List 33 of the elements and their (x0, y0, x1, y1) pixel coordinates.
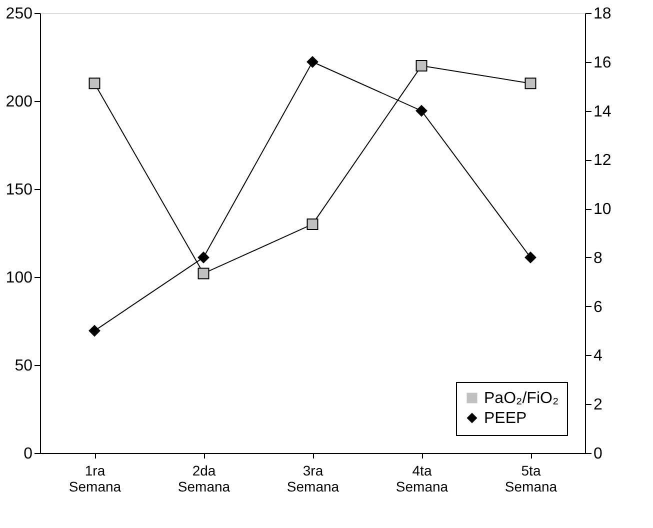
y-tick-label: 150 (6, 182, 33, 198)
y2-tick-label: 6 (594, 298, 602, 316)
point (198, 252, 210, 264)
point (524, 252, 536, 264)
y2-tick-label: 0 (594, 446, 602, 462)
y-tick-label: 100 (6, 270, 33, 286)
x-tick-label: 2da Semana (178, 462, 230, 494)
y-tick-label: 200 (6, 94, 33, 110)
legend-label: PaO₂/FiO₂ (484, 390, 559, 407)
x-tick-label: 5ta Semana (504, 462, 558, 494)
y2-tick-label: 18 (594, 6, 612, 22)
y2-tick-label: 8 (594, 250, 602, 267)
y2-tick-label: 16 (594, 54, 612, 72)
y2-tick-label: 10 (594, 201, 612, 218)
point (88, 325, 100, 337)
x-tick-label: 4ta Semana (396, 462, 448, 494)
point (416, 105, 428, 117)
y2-tick-label: 2 (594, 396, 602, 414)
legend-label: PEEP (484, 410, 527, 427)
y-tick-label: 250 (6, 6, 33, 22)
y2-tick-label: 4 (594, 348, 602, 365)
x-tick-label: 1ra Semana (68, 462, 122, 494)
point (306, 56, 318, 68)
y2-tick-label: 14 (594, 103, 612, 120)
y-tick-label: 0 (24, 446, 33, 462)
y2-tick-label: 12 (594, 152, 612, 170)
point (524, 78, 536, 90)
point (306, 218, 318, 230)
point (88, 78, 100, 90)
point (416, 60, 428, 72)
y-tick-label: 50 (14, 358, 33, 374)
x-tick-label: 3ra Semana (286, 462, 340, 494)
point (198, 268, 210, 280)
